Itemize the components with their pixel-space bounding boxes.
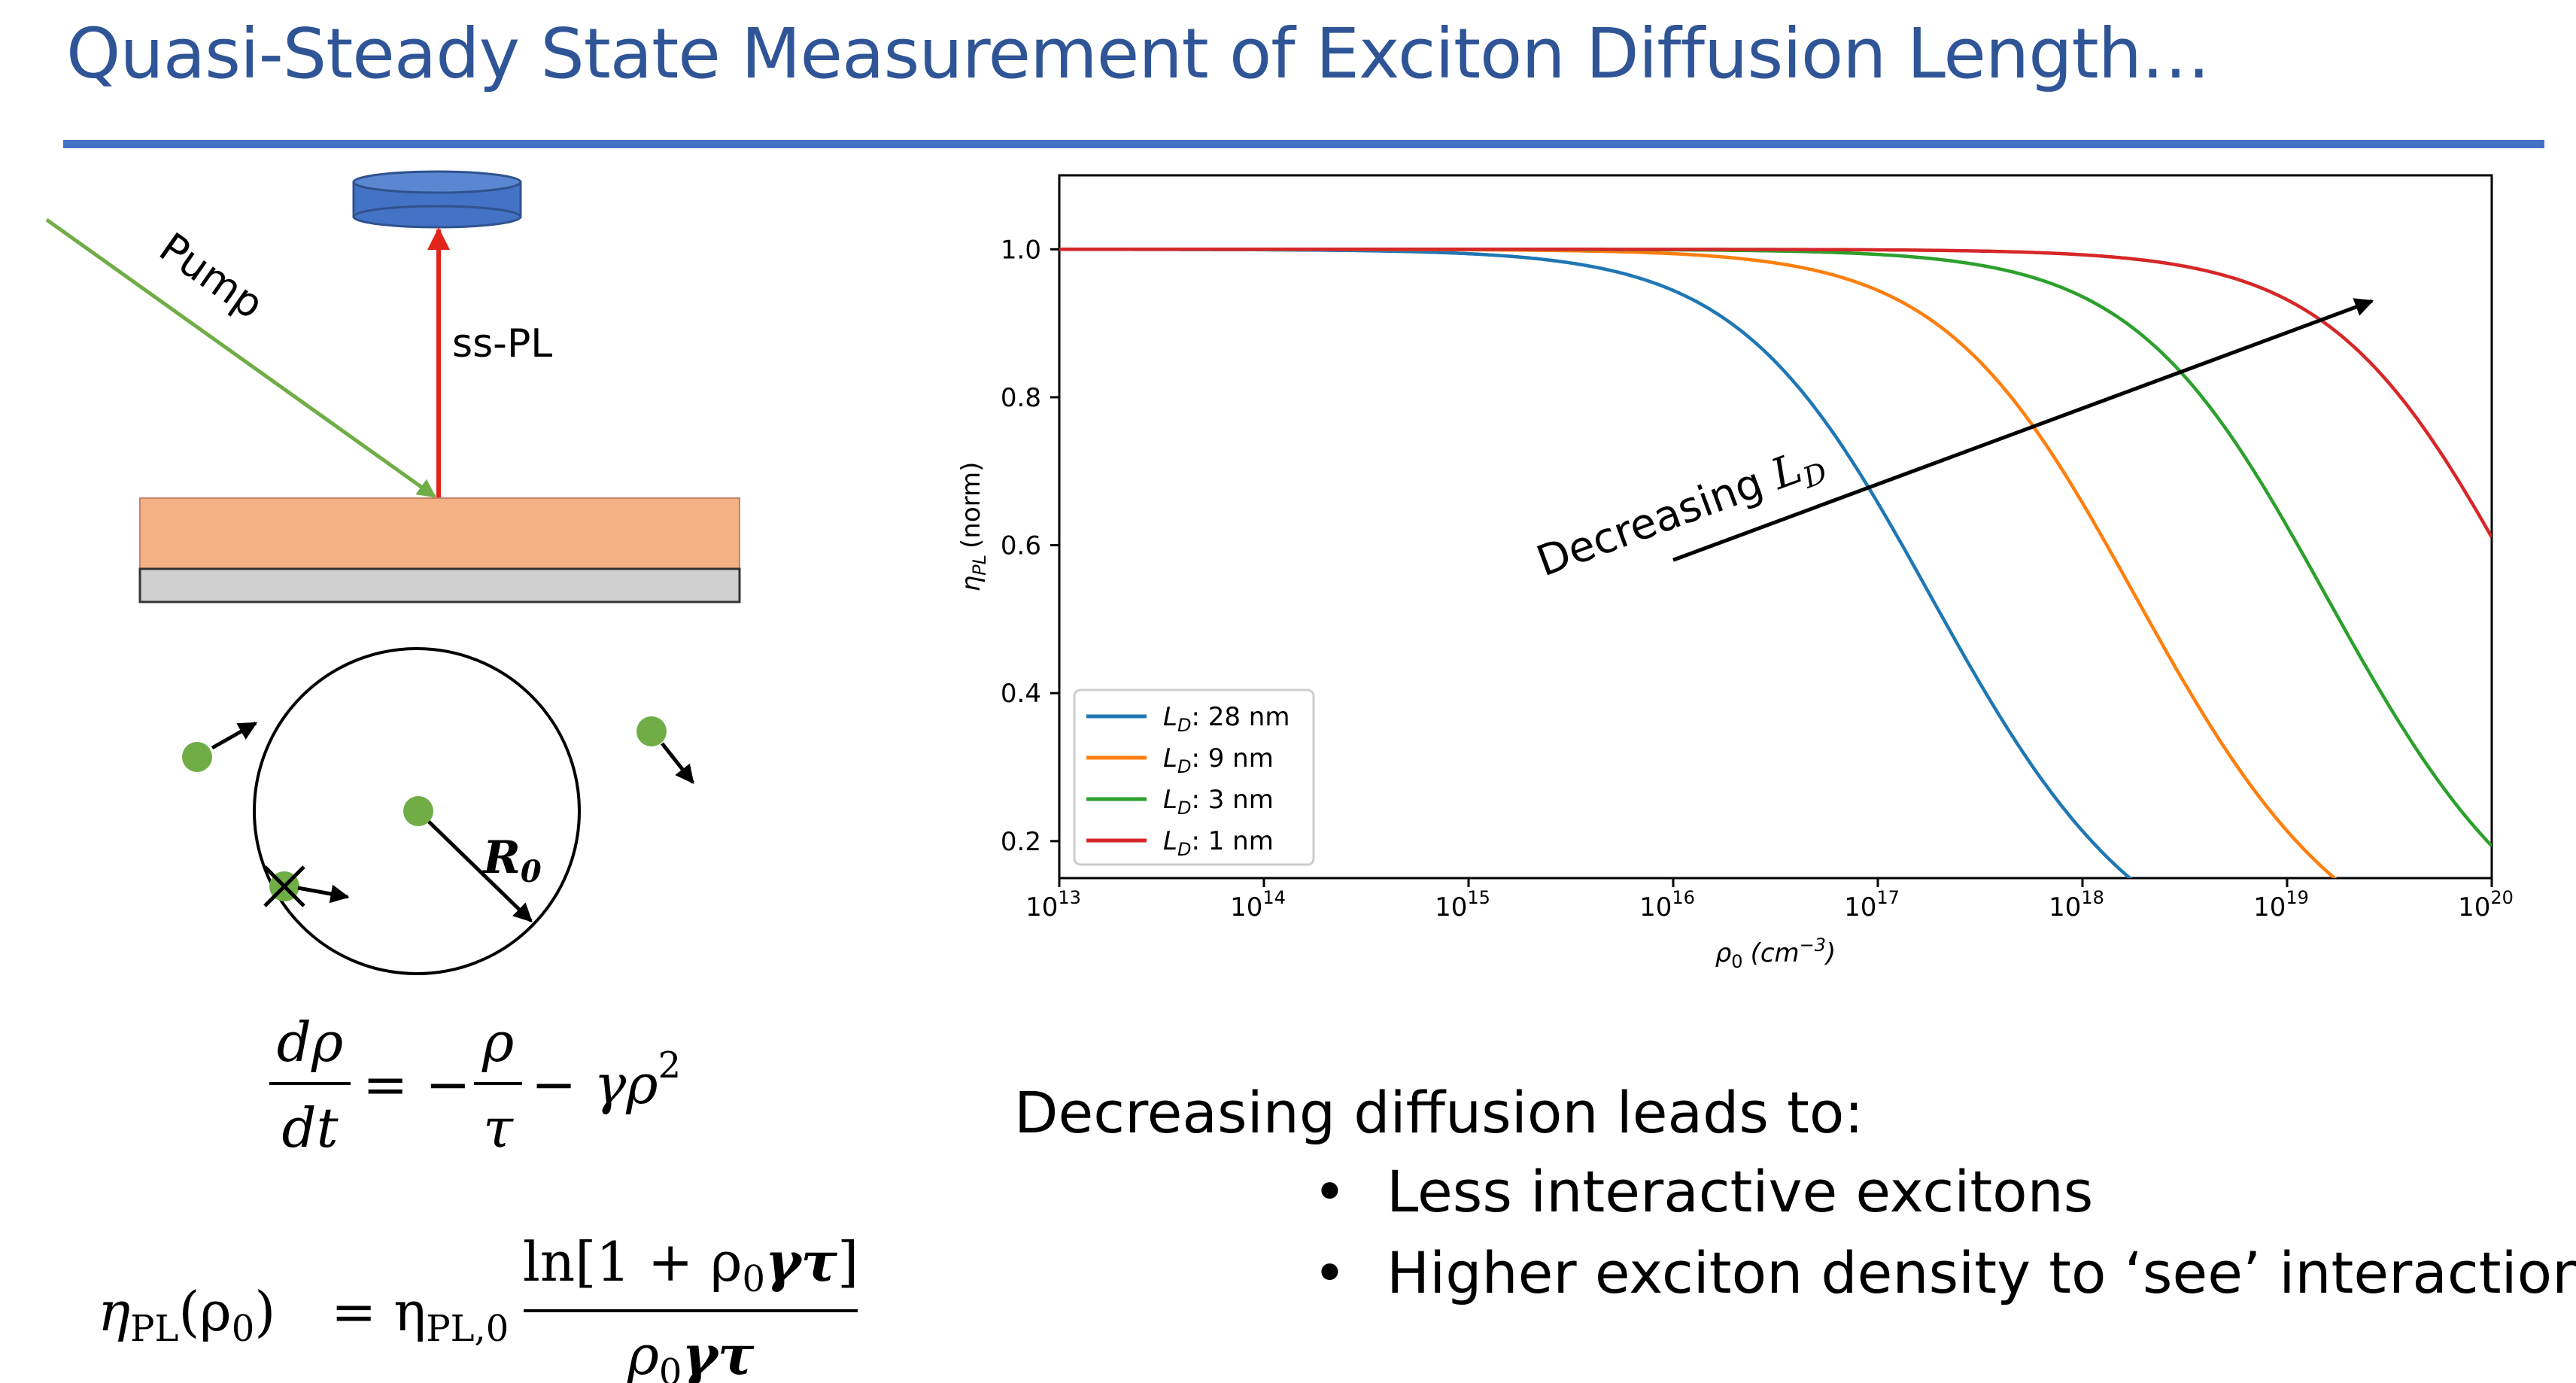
exciton-motion-arrow (211, 721, 258, 750)
x-tick-label: 1015 (1435, 887, 1490, 923)
y-tick-label: 1.0 (1001, 235, 1041, 265)
detector-icon (352, 170, 522, 229)
radius-arrow (427, 820, 533, 923)
plqy-equation: ηPL(ρ0) = ηPL,0 ln[1 + ρ0γτ] ρ0γτ (98, 1230, 858, 1383)
chart-legend: LD: 28 nm LD: 9 nm LD: 3 nm LD: 1 nm (1073, 688, 1315, 866)
exciton-motion-arrow (297, 884, 350, 904)
exciton-interaction-diagram: R0 (182, 647, 694, 975)
x-tick-label: 1016 (1639, 887, 1695, 923)
plqy-lhs: ηPL(ρ0) (98, 1280, 275, 1350)
y-tick-label: 0.4 (1001, 679, 1041, 709)
pl-setup-schematic: Pump ss-PL (45, 170, 741, 603)
legend-label: LD: 3 nm (1163, 785, 1274, 819)
y-axis-ticks: 0.2 0.4 0.6 0.8 1.0 (1001, 235, 1059, 857)
rate-annihilation-term: − γρ2 (531, 1044, 681, 1116)
y-tick-label: 0.8 (1001, 383, 1041, 413)
x-axis-ticks: 1013 1014 1015 1016 1017 1018 1019 1020 (1025, 878, 2514, 923)
x-tick-label: 1013 (1025, 887, 1081, 923)
cross-mark-icon (263, 865, 305, 907)
rate-lhs-numerator: dρ (277, 1011, 343, 1074)
interaction-radius-circle (253, 647, 581, 975)
legend-label: LD: 1 nm (1163, 826, 1274, 860)
plqy-curves (1059, 248, 2492, 878)
thin-film-layer (139, 497, 740, 570)
x-tick-label: 1019 (2253, 887, 2309, 923)
plqy-vs-density-chart: 0.2 0.4 0.6 0.8 1.0 1013 1014 1015 1016 1017 1018… (956, 174, 2514, 972)
exciton-motion-arrow (661, 742, 694, 784)
plqy-numerator: ln[1 + ρ0γτ] (523, 1230, 858, 1300)
radius-label: R0 (481, 831, 542, 889)
rate-frac-numerator: ρ (481, 1011, 514, 1074)
x-axis-label: ρ0 (cm−3) (1715, 935, 1836, 972)
rate-equation: dρ dt = − ρ τ − γρ2 (269, 1011, 681, 1160)
plqy-rhs-prefactor: = ηPL,0 (331, 1280, 509, 1350)
rate-frac-denominator: τ (483, 1096, 514, 1160)
legend-label: LD: 9 nm (1163, 743, 1274, 777)
ss-pl-label: ss-PL (452, 321, 552, 366)
series-line (1059, 248, 2492, 539)
rate-lhs-denominator: dt (281, 1096, 339, 1160)
x-tick-label: 1017 (1844, 887, 1900, 923)
pump-label: Pump (151, 223, 272, 328)
x-tick-label: 1014 (1230, 887, 1286, 923)
bullet-heading: Decreasing diffusion leads to: (1014, 1079, 1864, 1146)
slide-title: Quasi-Steady State Measurement of Excito… (66, 14, 2210, 94)
x-tick-label: 1018 (2049, 887, 2104, 923)
decreasing-ld-arrow (1672, 298, 2374, 562)
bullet-list: Less interactive excitons Higher exciton… (1313, 1151, 2576, 1314)
rate-equals-sign: = − (363, 1053, 471, 1116)
title-underline (63, 140, 2544, 148)
exciton-dot (182, 742, 212, 772)
legend-label: LD: 28 nm (1163, 702, 1290, 736)
bullet-item: Higher exciton density to ‘see’ interact… (1313, 1233, 2576, 1314)
y-tick-label: 0.2 (1001, 827, 1041, 857)
legend-box (1073, 688, 1315, 866)
exciton-dot (403, 796, 433, 826)
y-tick-label: 0.6 (1001, 531, 1041, 561)
x-tick-label: 1020 (2458, 887, 2514, 923)
bullet-item: Less interactive excitons (1313, 1151, 2576, 1233)
substrate-layer (138, 567, 741, 603)
plqy-denominator: ρ0γτ (627, 1323, 755, 1383)
exciton-dot (636, 716, 667, 746)
pump-beam-arrow (45, 217, 437, 499)
y-axis-label: ηPL(norm) (956, 462, 990, 592)
